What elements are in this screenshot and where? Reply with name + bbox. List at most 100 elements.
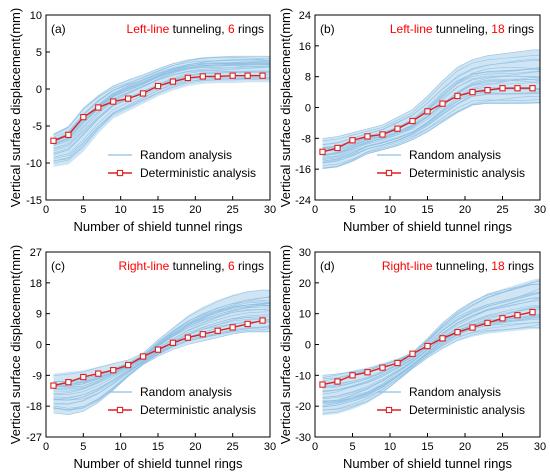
y-tick-label: -9 [32, 370, 42, 382]
x-tick-label: 30 [264, 204, 276, 216]
y-tick-label: 0 [305, 103, 311, 115]
deterministic-point [139, 90, 147, 97]
y-tick-label: 20 [299, 278, 311, 290]
random-realization-line [53, 79, 270, 164]
random-realization-line [53, 76, 271, 159]
x-axis-label: Number of shield tunnel rings [73, 219, 243, 234]
x-tick-label: 0 [43, 441, 49, 453]
random-realization-line [53, 301, 271, 387]
random-analysis-band [53, 289, 271, 416]
title-text: tunneling, [169, 22, 228, 36]
y-tick-label: 0 [36, 84, 42, 96]
deterministic-point [184, 334, 192, 341]
random-realization-line [53, 71, 271, 155]
panel-d: 0 5 10 15 20 25 30 -30 -20 -10 0 10 20 30 Number of sh… [278, 245, 546, 471]
random-realization-line [322, 306, 541, 402]
title-text: rings [235, 259, 264, 273]
deterministic-point [484, 87, 491, 94]
legend-deterministic-marker [385, 406, 393, 414]
x-tick-label: 20 [189, 441, 201, 453]
deterministic-point [529, 85, 536, 92]
random-realization-line [53, 62, 270, 145]
x-tick-label: 25 [227, 204, 239, 216]
deterministic-point [379, 364, 386, 371]
deterministic-point [334, 144, 341, 152]
random-realization-line [53, 289, 271, 376]
x-tick-label: 0 [43, 204, 49, 216]
deterministic-point [319, 148, 326, 155]
x-tick-label: 5 [80, 441, 86, 453]
random-realization-line [322, 283, 541, 378]
deterministic-point [65, 379, 72, 386]
deterministic-point [319, 381, 326, 388]
deterministic-point [95, 104, 102, 111]
deterministic-point [454, 329, 461, 336]
random-realization-line [322, 322, 541, 411]
legend-deterministic-label: Deterministic analysis [140, 403, 256, 417]
legend-random-label: Random analysis [409, 385, 501, 399]
random-analysis-band [322, 278, 541, 416]
title-highlight-text: Right-line [119, 259, 170, 273]
y-tick-label: -16 [295, 164, 311, 176]
panel-c: 0 5 10 15 20 25 30 -27 -18 -9 0 9 18 27 Number of shie… [8, 245, 276, 471]
random-realization-line [53, 66, 271, 150]
title-highlight-text: 18 [491, 22, 505, 36]
x-tick-label: 15 [152, 441, 164, 453]
x-axis-label: Number of shield tunnel rings [73, 456, 243, 471]
deterministic-point [514, 312, 521, 319]
y-tick-label: 18 [30, 278, 42, 290]
x-tick-label: 15 [421, 441, 433, 453]
deterministic-point [364, 133, 371, 140]
random-realization-line [322, 283, 541, 382]
y-axis-label: Vertical surface displacement(mm) [278, 245, 293, 444]
x-tick-label: 30 [264, 441, 276, 453]
legend-random-label: Random analysis [140, 385, 232, 399]
random-realization-line [322, 288, 541, 384]
y-tick-label: 5 [36, 47, 42, 59]
random-realization-line [322, 326, 541, 414]
deterministic-point [424, 342, 431, 350]
deterministic-point [110, 98, 117, 105]
random-realization-line [53, 76, 271, 161]
x-tick-label: 30 [534, 441, 546, 453]
random-realization-line [53, 325, 271, 411]
deterministic-point [110, 367, 117, 374]
random-realization-line [322, 102, 541, 169]
random-realization-line [53, 64, 271, 146]
y-tick-label: -5 [32, 121, 42, 133]
y-tick-label: 0 [36, 340, 42, 352]
y-tick-label: -18 [26, 401, 42, 413]
deterministic-point [529, 308, 536, 316]
y-tick-label: 10 [299, 309, 311, 321]
random-realization-line [322, 297, 541, 392]
x-tick-label: 15 [152, 204, 164, 216]
random-realization-line [53, 306, 271, 389]
panel-label: (d) [320, 259, 335, 273]
title-highlight-text: 18 [491, 259, 505, 273]
x-tick-label: 25 [496, 441, 508, 453]
y-tick-label: 0 [305, 340, 311, 352]
random-realization-line [322, 307, 541, 399]
deterministic-point [229, 72, 236, 79]
y-axis-label: Vertical surface displacement(mm) [8, 245, 23, 444]
deterministic-point [199, 331, 206, 338]
x-tick-label: 5 [349, 441, 355, 453]
deterministic-point [124, 361, 132, 369]
y-tick-label: -27 [26, 432, 42, 444]
legend-deterministic-label: Deterministic analysis [409, 403, 525, 417]
y-tick-label: -15 [26, 195, 42, 207]
random-realization-line [322, 279, 541, 376]
y-tick-label: 27 [30, 247, 42, 259]
random-realization-line [322, 79, 540, 156]
deterministic-point [469, 88, 476, 96]
random-realization-line [322, 314, 541, 402]
y-tick-label: -10 [26, 158, 42, 170]
deterministic-point [439, 335, 446, 342]
deterministic-point [214, 73, 221, 80]
deterministic-point [154, 82, 162, 90]
title-text: rings [505, 22, 534, 36]
deterministic-point [124, 95, 132, 102]
deterministic-point [424, 108, 431, 115]
deterministic-point [139, 353, 147, 360]
